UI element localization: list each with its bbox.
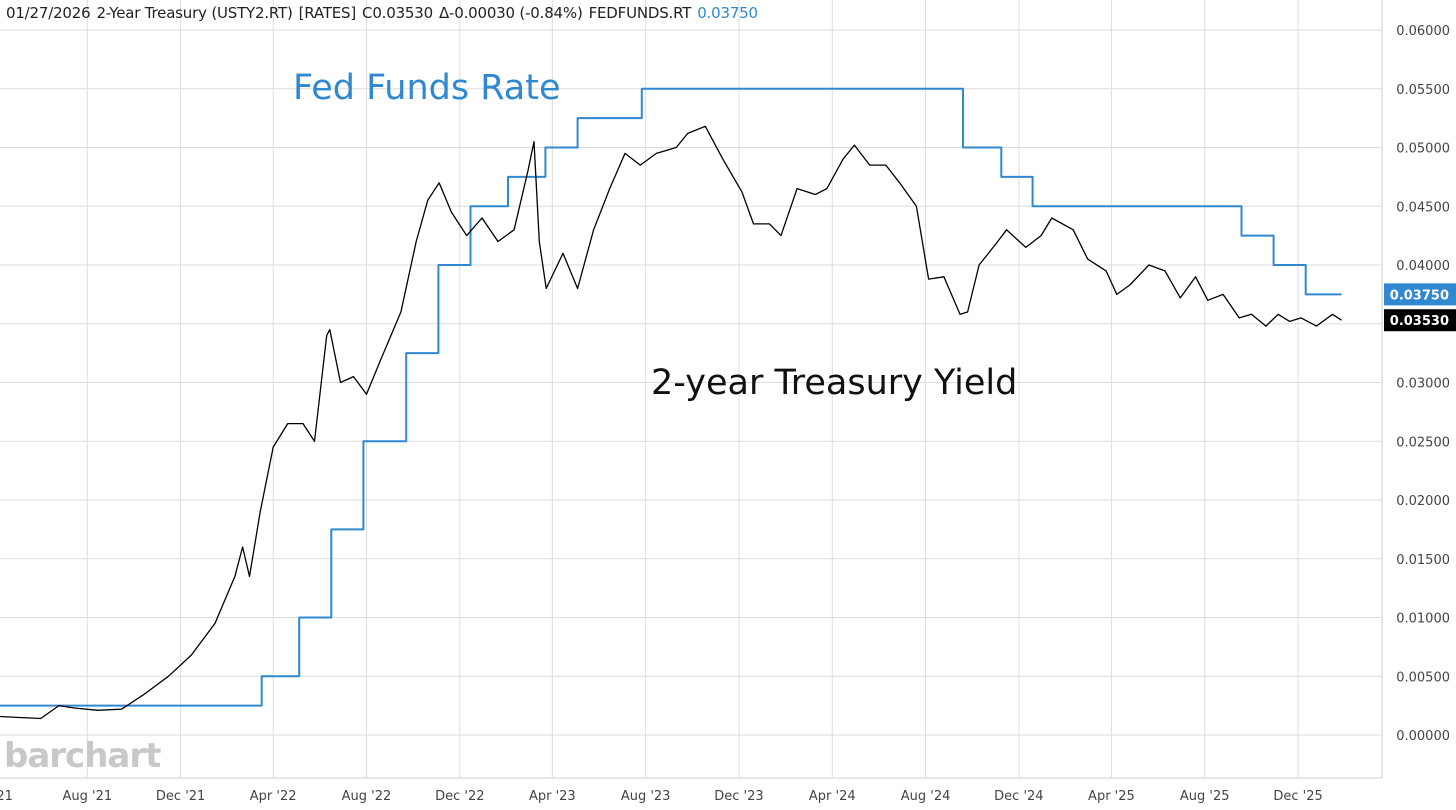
chart-header: 01/27/2026 2-Year Treasury (USTY2.RT) [RAT… [6,4,764,22]
treasury-last-value-badge [1384,309,1456,332]
fed-last-value-label: 0.03750 [1390,288,1449,303]
x-tick-label: Aug '22 [342,789,392,804]
y-tick-label: 0.01500 [1396,553,1450,568]
y-tick-label: 0.02500 [1396,435,1450,450]
treasury-last-value-label: 0.03530 [1390,314,1449,329]
treasury-series-line [0,125,1342,720]
x-tick-label: Dec '24 [994,789,1043,804]
header-close: C0.03530 [362,4,433,22]
fed-last-value-badge [1384,283,1456,306]
header-change: Δ-0.00030 (-0.84%) [438,4,583,22]
x-tick-label: Apr '25 [1088,789,1135,804]
x-tick-label: Dec '25 [1273,789,1322,804]
x-tick-label: Dec '21 [156,789,205,804]
header-fed-symbol: FEDFUNDS.RT [588,4,692,22]
y-tick-label: 0.06000 [1396,24,1450,39]
header-instrument: 2-Year Treasury (USTY2.RT) [96,4,293,22]
barchart-logo: barchart [4,736,161,776]
y-tick-label: 0.01000 [1396,612,1450,627]
y-tick-label: 0.05500 [1396,83,1450,98]
header-date: 01/27/2026 [6,4,91,22]
y-tick-label: 0.04000 [1396,259,1450,274]
x-tick-label: Aug '21 [62,789,112,804]
series-layer [0,87,1342,720]
x-tick-label: Apr '22 [250,789,297,804]
y-tick-label: 0.00000 [1396,729,1450,744]
y-tick-label: 0.02000 [1396,494,1450,509]
y-tick-label: 0.03000 [1396,377,1450,392]
y-tick-label: 0.05000 [1396,142,1450,157]
x-tick-label: Dec '23 [714,789,763,804]
header-group: [RATES] [298,4,357,22]
x-axis: pr '21 Aug '21 Dec '21 Apr '22 Aug '22 Dec '2… [0,789,1323,804]
x-tick-label: Aug '25 [1180,789,1230,804]
x-tick-label: Aug '24 [901,789,951,804]
x-tick-label: Dec '22 [435,789,484,804]
treasury-annotation: 2-year Treasury Yield [651,363,1018,403]
y-tick-label: 0.00500 [1396,670,1450,685]
fed-series-line [0,87,1342,707]
x-tick-label: Apr '23 [529,789,576,804]
x-tick-label: Aug '23 [621,789,671,804]
fed-funds-annotation: Fed Funds Rate [293,68,561,108]
header-fed-value: 0.03750 [697,4,758,22]
x-tick-label: Apr '24 [809,789,856,804]
x-tick-label: pr '21 [0,789,13,804]
y-tick-label: 0.04500 [1396,200,1450,215]
y-axis: 0.00000 0.00500 0.01000 0.01500 0.02000 0.025… [1396,24,1450,744]
last-value-badges: 0.03750 0.03530 [1384,283,1456,332]
